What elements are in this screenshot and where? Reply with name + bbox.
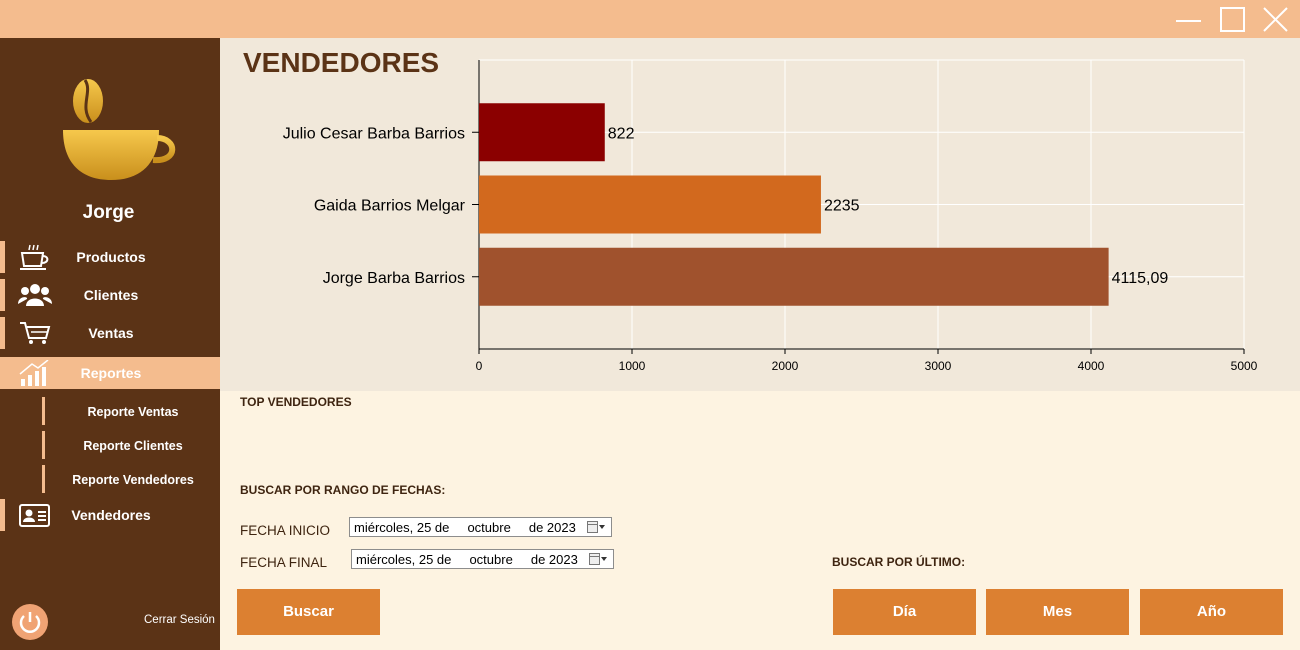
logout-button[interactable] xyxy=(12,604,48,640)
sidebar: Jorge Productos Clientes Ve xyxy=(0,38,220,650)
buscar-button[interactable]: Buscar xyxy=(237,589,380,635)
bar-chart-icon xyxy=(19,360,49,386)
subitem-label: Reporte Clientes xyxy=(83,439,183,453)
subitem-reporte-ventas[interactable]: Reporte Ventas xyxy=(42,397,220,425)
bar xyxy=(479,175,821,234)
power-icon xyxy=(19,612,41,633)
subitem-label: Reporte Vendedores xyxy=(72,473,194,487)
sidebar-item-label: Ventas xyxy=(88,325,134,341)
x-tick-label: 0 xyxy=(476,359,483,373)
minimize-button[interactable] xyxy=(1173,4,1205,34)
calendar-dropdown-icon xyxy=(587,521,605,533)
close-icon xyxy=(1263,7,1288,32)
sidebar-item-clientes[interactable]: Clientes xyxy=(0,279,220,311)
sales-chart: 0 1000 2000 3000 4000 5000 Julio Cesar Barba B… xyxy=(283,59,1258,373)
fecha-inicio-value: miércoles, 25 de octubre de 2023 xyxy=(354,520,576,535)
data-label: 2235 xyxy=(824,198,860,215)
username-label: Jorge xyxy=(82,202,135,223)
shopping-cart-icon xyxy=(20,322,51,344)
fecha-final-label: FECHA FINAL xyxy=(240,555,328,570)
subitem-reporte-vendedores[interactable]: Reporte Vendedores xyxy=(42,465,220,493)
title-bar xyxy=(0,0,1300,38)
y-tick-label: Julio Cesar Barba Barrios xyxy=(283,125,465,142)
coffee-logo-icon xyxy=(63,79,176,180)
top-vendedores-label: TOP VENDEDORES xyxy=(240,395,352,409)
y-tick-label: Gaida Barrios Melgar xyxy=(314,198,466,215)
subitem-reporte-clientes[interactable]: Reporte Clientes xyxy=(42,431,220,459)
x-tick-label: 5000 xyxy=(1231,359,1258,373)
x-tick-label: 3000 xyxy=(925,359,952,373)
sidebar-item-ventas[interactable]: Ventas xyxy=(0,317,220,349)
nav-indicator xyxy=(0,317,5,349)
x-tick-label: 2000 xyxy=(772,359,799,373)
x-tick-label: 4000 xyxy=(1078,359,1105,373)
subitem-indicator xyxy=(42,397,45,425)
page-title: VENDEDORES xyxy=(243,47,440,78)
x-tick-label: 1000 xyxy=(619,359,646,373)
coffee-cup-icon xyxy=(20,244,49,270)
sidebar-item-reportes[interactable]: Reportes xyxy=(0,357,220,389)
close-button[interactable] xyxy=(1260,4,1292,34)
bar xyxy=(479,247,1109,306)
calendar-dropdown-icon xyxy=(589,553,607,565)
last-period-label: BUSCAR POR ÚLTIMO: xyxy=(832,555,966,569)
mes-button[interactable]: Mes xyxy=(986,589,1129,635)
maximize-icon xyxy=(1220,7,1245,32)
logout-label[interactable]: Cerrar Sesión xyxy=(144,614,215,626)
fecha-final-picker[interactable]: miércoles, 25 de octubre de 2023 xyxy=(351,549,614,569)
minimize-icon xyxy=(1176,20,1201,22)
nav-indicator xyxy=(0,279,5,311)
bar xyxy=(479,103,605,162)
sidebar-item-label: Clientes xyxy=(83,287,139,303)
data-label: 822 xyxy=(608,125,635,142)
sidebar-item-label: Vendedores xyxy=(71,507,151,523)
dia-button[interactable]: Día xyxy=(833,589,976,635)
sidebar-item-label: Reportes xyxy=(80,365,142,381)
sidebar-item-productos[interactable]: Productos xyxy=(0,241,220,273)
data-label: 4115,09 xyxy=(1112,270,1169,287)
fecha-final-value: miércoles, 25 de octubre de 2023 xyxy=(356,552,578,567)
ano-button[interactable]: Año xyxy=(1140,589,1283,635)
subitem-indicator xyxy=(42,465,45,493)
fecha-inicio-label: FECHA INICIO xyxy=(240,523,331,538)
maximize-button[interactable] xyxy=(1217,4,1249,34)
sidebar-item-label: Productos xyxy=(76,249,146,265)
subitem-label: Reporte Ventas xyxy=(87,405,179,419)
users-icon xyxy=(18,284,52,306)
nav-indicator xyxy=(0,499,5,531)
id-card-icon xyxy=(19,504,50,527)
range-label: BUSCAR POR RANGO DE FECHAS: xyxy=(240,483,446,497)
subitem-indicator xyxy=(42,431,45,459)
fecha-inicio-picker[interactable]: miércoles, 25 de octubre de 2023 xyxy=(349,517,612,537)
sidebar-item-vendedores[interactable]: Vendedores xyxy=(0,499,220,531)
y-tick-label: Jorge Barba Barrios xyxy=(323,270,465,287)
nav-indicator xyxy=(0,241,5,273)
